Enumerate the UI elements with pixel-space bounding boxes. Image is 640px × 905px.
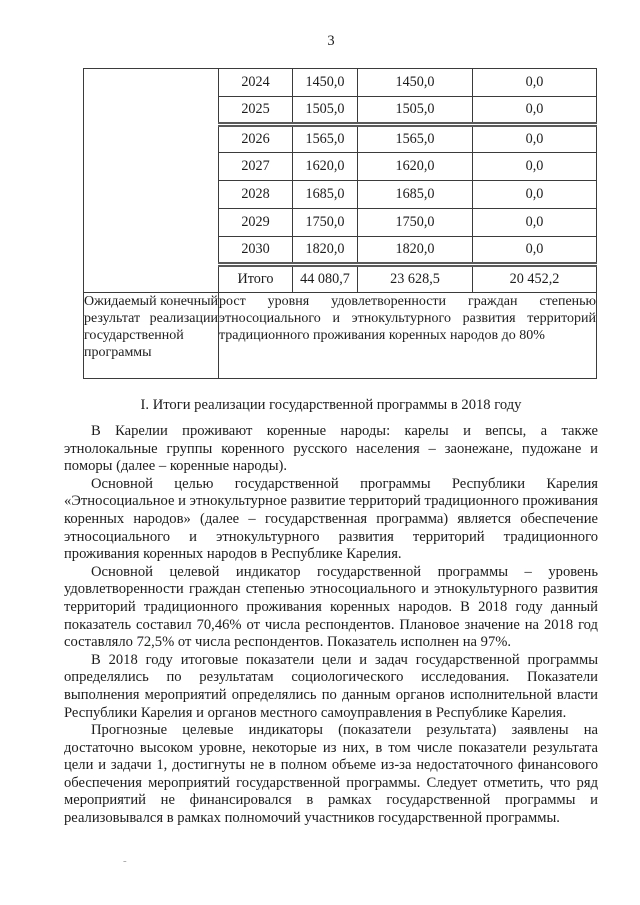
expected-result-row: Ожидаемый конечный результат реализации … <box>83 292 597 379</box>
year-cell: 2027 <box>218 152 293 181</box>
page-number: 3 <box>327 33 335 49</box>
table-row: 2024 1450,0 1450,0 0,0 <box>83 68 597 293</box>
section-heading: I. Итоги реализации государственной прог… <box>140 397 522 413</box>
table-row: 2027 1620,0 1620,0 0,0 <box>84 152 597 181</box>
table-total-row: Итого 44 080,7 23 628,5 20 452,2 <box>84 262 597 293</box>
year-cell: 2030 <box>218 236 293 265</box>
expected-result-value: рост уровня удовлетворенности граждан ст… <box>218 292 597 379</box>
year-cell: 2029 <box>218 208 293 237</box>
budget-cell: 1685,0 <box>357 180 473 209</box>
paragraph: Основной целевой индикатор государственн… <box>64 563 598 651</box>
paragraph: Основной целью государственной программы… <box>64 475 598 563</box>
year-cell: 2028 <box>218 180 293 209</box>
paragraph: В Карелии проживают коренные народы: кар… <box>64 423 598 475</box>
expected-result-label: Ожидаемый конечный результат реализации … <box>83 292 219 379</box>
total-cell: 1505,0 <box>292 96 358 125</box>
budget-cell: 1505,0 <box>357 96 473 125</box>
budget-cell: 1750,0 <box>357 208 473 237</box>
body-text: В Карелии проживают коренные народы: кар… <box>64 423 598 828</box>
table-stub-cell <box>83 68 219 293</box>
budget-cell: 1450,0 <box>357 68 473 97</box>
table-row: 2025 1505,0 1505,0 0,0 <box>84 96 597 125</box>
paragraph: В 2018 году итоговые показатели цели и з… <box>64 651 598 721</box>
other-cell: 0,0 <box>472 208 597 237</box>
total-cell: 1565,0 <box>292 122 358 153</box>
year-cell: Итого <box>218 262 293 293</box>
scan-stray-mark: - <box>123 855 127 867</box>
table-row: 2026 1565,0 1565,0 0,0 <box>84 122 597 153</box>
other-cell: 0,0 <box>472 96 597 125</box>
table-row: 2030 1820,0 1820,0 0,0 <box>84 236 597 265</box>
total-cell: 1750,0 <box>292 208 358 237</box>
total-cell: 1820,0 <box>292 236 358 265</box>
other-cell: 0,0 <box>472 152 597 181</box>
total-cell: 1685,0 <box>292 180 358 209</box>
year-cell: 2024 <box>218 68 293 97</box>
table-row: 2029 1750,0 1750,0 0,0 <box>84 208 597 237</box>
other-cell: 0,0 <box>472 122 597 153</box>
budget-cell: 23 628,5 <box>357 262 473 293</box>
total-cell: 1450,0 <box>292 68 358 97</box>
table-row: 2028 1685,0 1685,0 0,0 <box>84 180 597 209</box>
paragraph: Прогнозные целевые индикаторы (показател… <box>64 722 598 827</box>
other-cell: 0,0 <box>472 68 597 97</box>
year-cell: 2025 <box>218 96 293 125</box>
other-cell: 0,0 <box>472 236 597 265</box>
total-cell: 1620,0 <box>292 152 358 181</box>
budget-cell: 1820,0 <box>357 236 473 265</box>
budget-cell: 1565,0 <box>357 122 473 153</box>
other-cell: 0,0 <box>472 180 597 209</box>
total-cell: 44 080,7 <box>292 262 358 293</box>
year-cell: 2026 <box>218 122 293 153</box>
budget-cell: 1620,0 <box>357 152 473 181</box>
other-cell: 20 452,2 <box>472 262 597 293</box>
financing-table: 2024 1450,0 1450,0 0,0 2025 1505,0 1505,… <box>83 68 597 379</box>
